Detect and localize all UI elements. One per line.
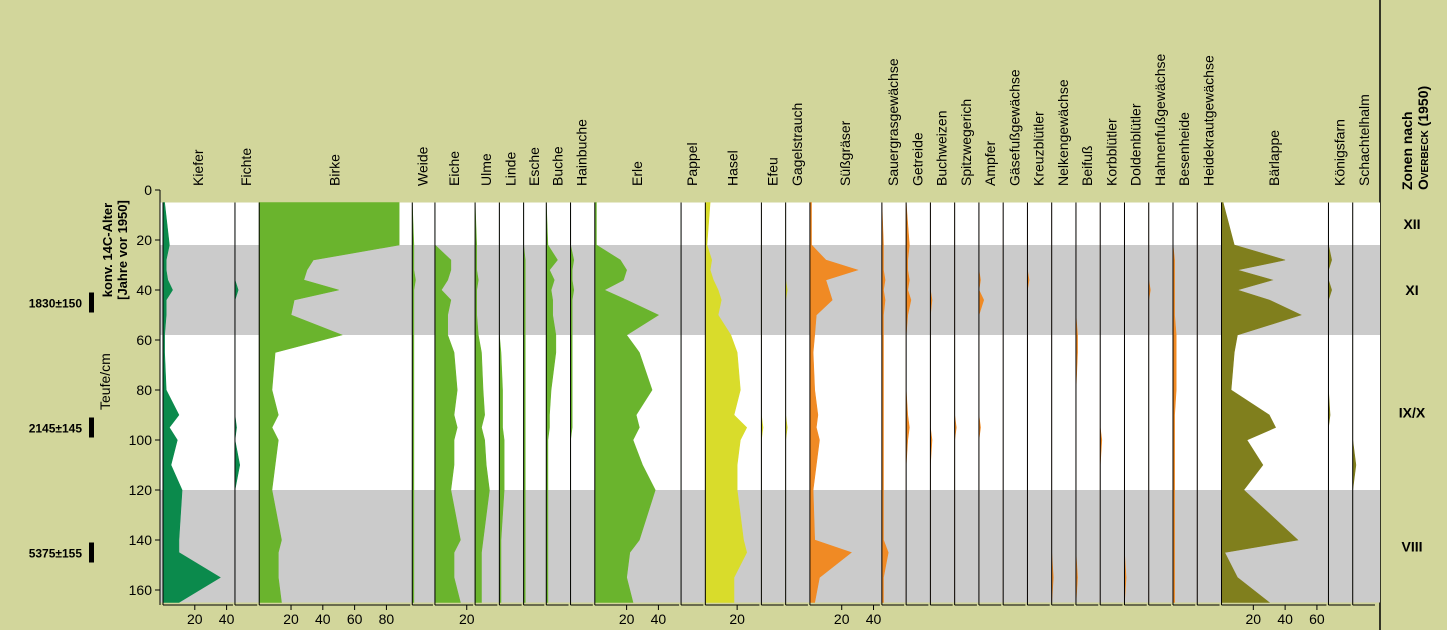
pollen-curve: [162, 202, 221, 603]
zone-title: Zonen nach: [1399, 111, 1415, 190]
zone-label: VIII: [1401, 538, 1422, 554]
zone-label: XI: [1405, 282, 1418, 298]
y-tick-label: 60: [136, 332, 152, 348]
x-tick-label: 20: [283, 611, 299, 627]
taxon-label: Pappel: [684, 142, 700, 186]
pollen-curve: [545, 202, 558, 603]
pollen-curve: [881, 202, 889, 603]
pollen-curve: [434, 202, 461, 603]
x-tick-label: 40: [315, 611, 331, 627]
taxon-label: Eiche: [446, 151, 462, 186]
taxon-label: Weide: [415, 146, 431, 186]
taxon-label: Süßgräser: [837, 120, 853, 186]
x-tick-label: 20: [619, 611, 635, 627]
y-tick-label: 20: [136, 232, 152, 248]
x-tick-label: 40: [651, 611, 667, 627]
zone-title: Overbeck (1950): [1415, 86, 1431, 190]
age-label: 5375±155: [29, 547, 83, 561]
pollen-curve: [809, 202, 859, 603]
taxon-label: Buchweizen: [934, 111, 950, 187]
taxon-label: Efeu: [765, 157, 781, 186]
x-tick-label: 60: [1309, 611, 1325, 627]
pollen-curve: [1221, 202, 1302, 603]
x-tick-label: 20: [729, 611, 745, 627]
taxon-label: Korbblütler: [1103, 118, 1119, 186]
taxon-label: Gagelstrauch: [789, 103, 805, 186]
taxon-label: Kreuzblütler: [1031, 111, 1047, 186]
age-marker: [89, 542, 94, 563]
taxon-label: Ulme: [478, 153, 494, 186]
x-tick-label: 60: [347, 611, 363, 627]
y-tick-label: 80: [136, 382, 152, 398]
taxon-label: Kiefer: [190, 149, 206, 186]
age-title: [Jahre vor 1950]: [115, 200, 130, 300]
taxon-label: Fichte: [238, 148, 254, 186]
pollen-curve: [474, 202, 490, 603]
taxon-label: Doldenblütler: [1128, 103, 1144, 186]
taxon-label: Heidekrautgewächse: [1200, 55, 1216, 186]
taxon-label: Nelkengewächse: [1055, 79, 1071, 186]
taxon-label: Gäsefußgewächse: [1006, 69, 1022, 186]
zone-label: IX/X: [1399, 405, 1426, 421]
y-tick-label: 0: [144, 182, 152, 198]
zone-band: [160, 490, 1380, 603]
taxon-label: Hainbuche: [574, 119, 590, 186]
y-tick-label: 120: [129, 482, 153, 498]
x-tick-label: 40: [1277, 611, 1293, 627]
age-marker: [89, 292, 94, 313]
taxon-label: Bärlappe: [1266, 130, 1282, 186]
taxon-label: Hahnenfußgewächse: [1152, 53, 1168, 186]
taxon-label: Sauergrasgewächse: [885, 58, 901, 186]
y-title: Teufe/cm: [97, 353, 113, 410]
x-tick-label: 20: [1246, 611, 1262, 627]
taxon-label: Birke: [327, 154, 343, 186]
taxon-label: Hasel: [724, 150, 740, 186]
age-marker: [89, 417, 94, 438]
x-tick-label: 20: [834, 611, 850, 627]
pollen-curve: [705, 202, 748, 603]
taxon-label: Linde: [502, 152, 518, 186]
y-tick-label: 40: [136, 282, 152, 298]
x-tick-label: 80: [379, 611, 395, 627]
zone-label: XII: [1403, 216, 1420, 232]
taxon-label: Buche: [549, 146, 565, 186]
taxon-label: Ampfer: [982, 141, 998, 186]
y-tick-label: 140: [129, 532, 153, 548]
taxon-label: Beifuß: [1079, 146, 1095, 186]
pollen-curve: [1172, 202, 1177, 603]
zone-band: [160, 245, 1380, 335]
x-tick-label: 40: [219, 611, 235, 627]
taxon-label: Königsfarn: [1332, 119, 1348, 186]
y-tick-label: 160: [129, 582, 153, 598]
taxon-label: Erle: [629, 161, 645, 186]
age-label: 2145±145: [29, 422, 83, 436]
x-tick-label: 20: [187, 611, 203, 627]
taxon-label: Schachtelhalm: [1356, 94, 1372, 186]
pollen-curve: [594, 202, 660, 603]
y-tick-label: 100: [129, 432, 153, 448]
taxon-label: Spitzwegerich: [958, 99, 974, 186]
taxon-label: Esche: [526, 147, 542, 186]
taxon-label: Besenheide: [1176, 112, 1192, 186]
pollen-curve: [411, 202, 416, 603]
x-tick-label: 20: [459, 611, 475, 627]
taxon-label: Getreide: [909, 132, 925, 186]
pollen-curve: [258, 202, 400, 603]
age-title: konv. 14C-Alter: [100, 203, 115, 297]
age-label: 1830±150: [29, 297, 83, 311]
zone-band: [160, 335, 1380, 490]
x-tick-label: 40: [866, 611, 882, 627]
